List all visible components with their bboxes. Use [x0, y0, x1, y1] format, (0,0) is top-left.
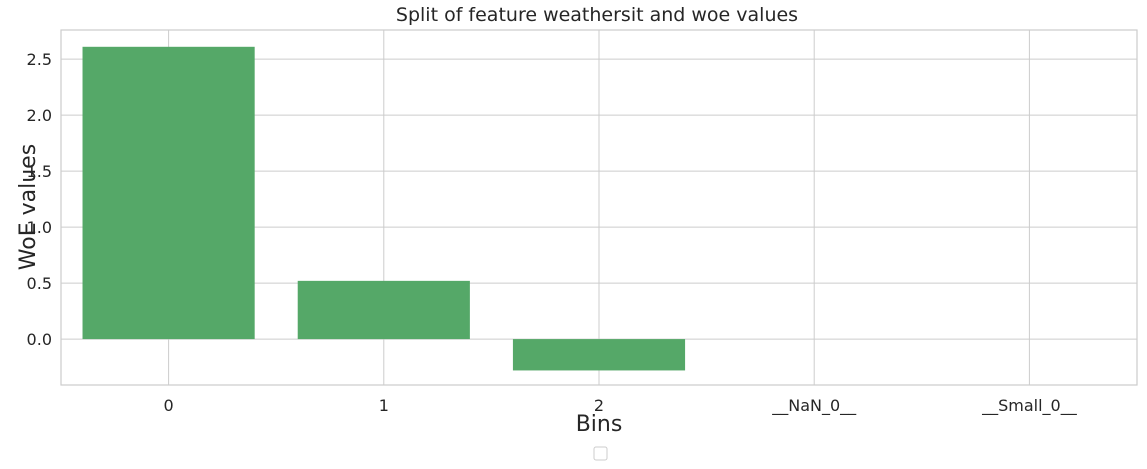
bar-2: [512, 339, 686, 371]
plot-frame: [60, 29, 1138, 386]
tick-layer: 0.0 0.5 1.0 1.5 2.0 2.5 0 1 2 __NaN_0__ __Small_0_…: [27, 50, 1078, 416]
bar-1: [297, 280, 470, 340]
x-axis-label: Bins: [576, 412, 623, 437]
x-tick-label: 2: [594, 396, 604, 415]
x-tick-label: __Small_0__: [981, 396, 1078, 416]
bar-0: [82, 46, 255, 340]
legend-box: [593, 446, 608, 461]
y-tick-label: 0.5: [27, 274, 52, 293]
y-tick-label: 1.5: [27, 162, 52, 181]
y-tick-label: 2.5: [27, 50, 52, 69]
x-tick-label: 0: [164, 396, 174, 415]
y-tick-label: 1.0: [27, 218, 52, 237]
y-tick-label: 2.0: [27, 106, 52, 125]
bar-layer: [82, 46, 686, 371]
y-tick-label: 0.0: [27, 330, 52, 349]
chart-title: Split of feature weathersit and woe valu…: [396, 4, 798, 26]
y-axis-label: WoE values: [16, 144, 41, 270]
x-tick-label: 1: [379, 396, 389, 415]
x-tick-label: __NaN_0__: [771, 396, 857, 416]
